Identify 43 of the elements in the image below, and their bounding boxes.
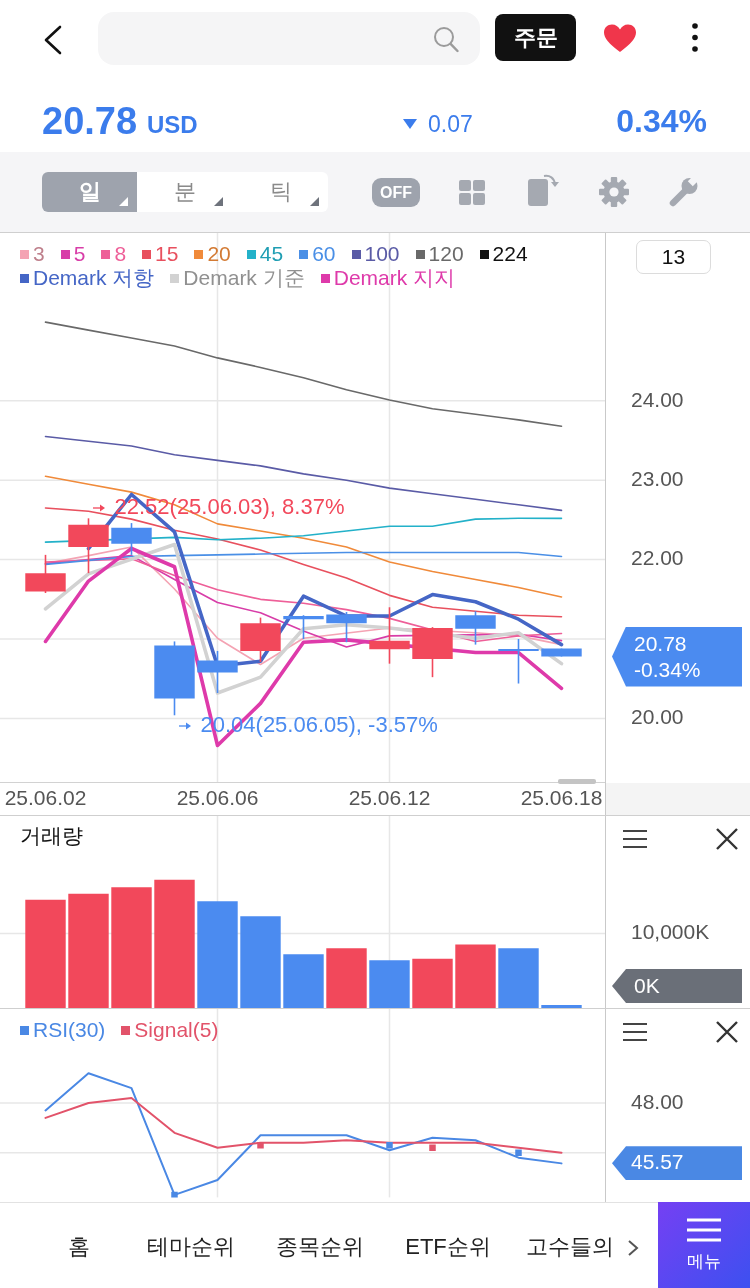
number-field: 13 bbox=[636, 240, 711, 274]
legend-label: 120 bbox=[428, 242, 464, 266]
x-tick-label: 25.06.02 bbox=[4, 785, 87, 809]
legend-label: Demark 저항 bbox=[33, 266, 155, 290]
legend-label: Demark 기준 bbox=[183, 266, 305, 290]
y-tick-label: 23.00 bbox=[631, 467, 684, 490]
text: 고수들의 bbox=[525, 1233, 615, 1261]
y-tick-label: 20.00 bbox=[631, 705, 684, 729]
legend-label: 8 bbox=[114, 242, 127, 266]
legend-label: 20 bbox=[207, 242, 231, 266]
segmented-control: 일 분 틱 bbox=[42, 172, 328, 212]
legend-label: 224 bbox=[492, 242, 528, 266]
text: 종목순위 bbox=[275, 1233, 365, 1261]
text: 테마순위 bbox=[146, 1233, 236, 1261]
legend-label: 5 bbox=[73, 242, 86, 266]
x-tick-label: 25.06.06 bbox=[176, 785, 259, 809]
legend-label: Signal(5) bbox=[134, 1018, 219, 1042]
legend-label: 60 bbox=[312, 242, 336, 266]
text: USD bbox=[147, 111, 198, 139]
order-button: 주문 bbox=[495, 14, 576, 61]
value-tag: 0K bbox=[612, 969, 742, 1003]
text: 0.34% bbox=[616, 102, 707, 141]
text: 20.78 bbox=[42, 100, 138, 142]
text: 홈 bbox=[67, 1233, 91, 1261]
legend-label: RSI(30) bbox=[33, 1018, 106, 1042]
toggle-switch: OFF bbox=[372, 178, 420, 207]
x-tick-label: 25.06.18 bbox=[520, 785, 603, 809]
chart-title: 거래량 bbox=[20, 824, 83, 848]
text: ETF순위 bbox=[404, 1233, 492, 1261]
legend-label: 100 bbox=[364, 242, 400, 266]
y-tick-label: 22.00 bbox=[631, 546, 684, 570]
y-tick-label: 24.00 bbox=[631, 387, 684, 411]
legend-label: 3 bbox=[33, 242, 45, 266]
x-tick-label: 25.06.12 bbox=[348, 785, 431, 809]
legend-label: 45 bbox=[259, 242, 284, 266]
y-tick-label: 45.57 bbox=[631, 1150, 684, 1174]
value-tag: 20.78 -0.34% bbox=[612, 626, 742, 687]
legend-label: 15 bbox=[155, 242, 179, 266]
y-tick-label: 10,000K bbox=[631, 920, 710, 944]
menu-button: 메뉴 bbox=[658, 1202, 750, 1288]
y-tick-label: 48.00 bbox=[631, 1089, 684, 1113]
text: 0.07 bbox=[428, 110, 473, 138]
legend-label: Demark 지지 bbox=[333, 266, 456, 290]
